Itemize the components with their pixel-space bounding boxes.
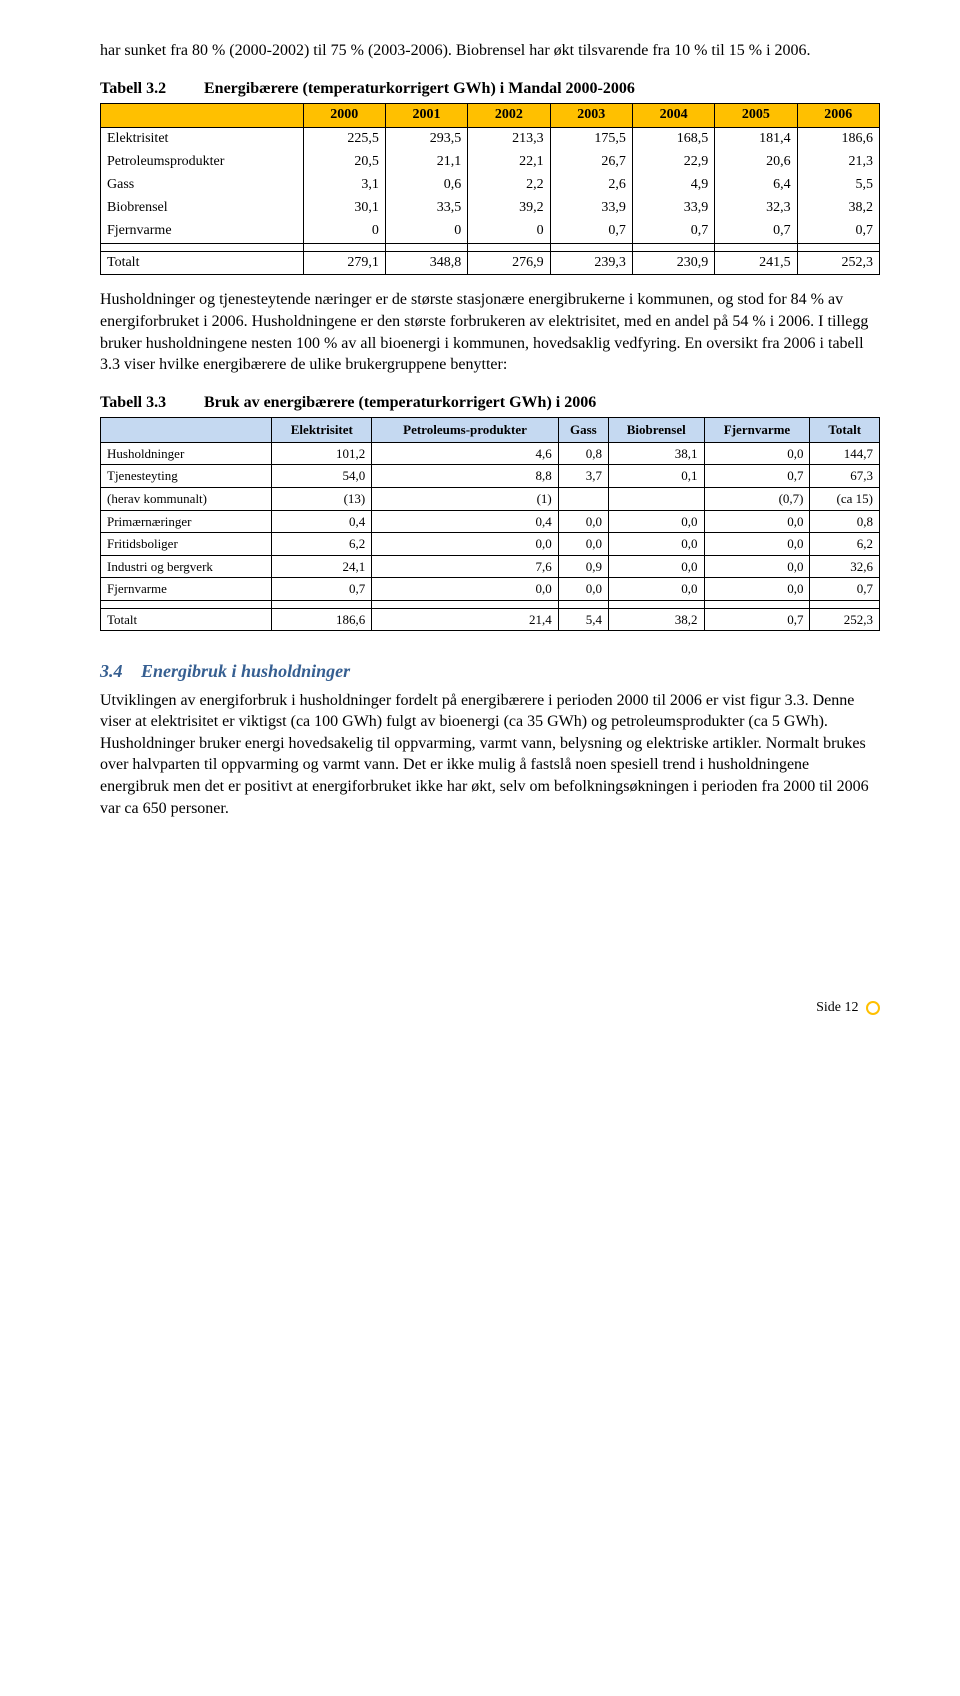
table-row: Fritidsboliger 6,2 0,0 0,0 0,0 0,0 6,2	[101, 533, 880, 556]
row-label: Fjernvarme	[101, 578, 272, 601]
table-3-3: Elektrisitet Petroleums-produkter Gass B…	[100, 417, 880, 631]
col-year: 2002	[468, 104, 550, 128]
col-head: Gass	[558, 418, 608, 443]
table-row: Husholdninger 101,2 4,6 0,8 38,1 0,0 144…	[101, 442, 880, 465]
table-row: Fjernvarme 0,7 0,0 0,0 0,0 0,0 0,7	[101, 578, 880, 601]
row-label: Primærnæringer	[101, 510, 272, 533]
paragraph-2: Husholdninger og tjenesteytende næringer…	[100, 289, 880, 375]
row-label: Fjernvarme	[101, 220, 304, 243]
col-year: 2005	[715, 104, 797, 128]
page-footer: Side 12	[100, 999, 880, 1018]
table-header-row: 2000 2001 2002 2003 2004 2005 2006	[101, 104, 880, 128]
table-row: Fjernvarme 0 0 0 0,7 0,7 0,7 0,7	[101, 220, 880, 243]
col-head: Elektrisitet	[272, 418, 372, 443]
col-year: 2001	[385, 104, 467, 128]
table-3-2-caption: Tabell 3.2 Energibærere (temperaturkorri…	[100, 78, 880, 100]
ring-icon	[866, 1001, 880, 1015]
col-head: Biobrensel	[608, 418, 704, 443]
row-label: Fritidsboliger	[101, 533, 272, 556]
row-label: Industri og bergverk	[101, 555, 272, 578]
col-head: Fjernvarme	[704, 418, 810, 443]
table-3-2: 2000 2001 2002 2003 2004 2005 2006 Elekt…	[100, 103, 880, 275]
table-row: Tjenesteyting 54,0 8,8 3,7 0,1 0,7 67,3	[101, 465, 880, 488]
table-row: Petroleumsprodukter 20,5 21,1 22,1 26,7 …	[101, 151, 880, 174]
table-total-row: Totalt 279,1 348,8 276,9 239,3 230,9 241…	[101, 251, 880, 275]
caption-text: Bruk av energibærere (temperaturkorriger…	[204, 394, 596, 411]
row-label: Tjenesteyting	[101, 465, 272, 488]
caption-text: Energibærere (temperaturkorrigert GWh) i…	[204, 80, 635, 97]
paragraph-3: Utviklingen av energiforbruk i husholdni…	[100, 690, 880, 820]
col-year: 2006	[797, 104, 879, 128]
col-year: 2004	[632, 104, 714, 128]
section-number: 3.4	[100, 659, 123, 683]
col-head: Totalt	[810, 418, 880, 443]
caption-label: Tabell 3.2	[100, 78, 200, 100]
table-total-row: Totalt 186,6 21,4 5,4 38,2 0,7 252,3	[101, 608, 880, 631]
table-row: Gass 3,1 0,6 2,2 2,6 4,9 6,4 5,5	[101, 174, 880, 197]
page-number: Side 12	[816, 1000, 858, 1015]
col-head: Petroleums-produkter	[372, 418, 559, 443]
total-label: Totalt	[101, 608, 272, 631]
col-year: 2000	[303, 104, 385, 128]
intro-paragraph: har sunket fra 80 % (2000-2002) til 75 %…	[100, 40, 880, 62]
table-3-3-caption: Tabell 3.3 Bruk av energibærere (tempera…	[100, 392, 880, 414]
table-row: Industri og bergverk 24,1 7,6 0,9 0,0 0,…	[101, 555, 880, 578]
row-label: Husholdninger	[101, 442, 272, 465]
section-heading: 3.4 Energibruk i husholdninger	[100, 659, 880, 683]
row-label: Biobrensel	[101, 197, 304, 220]
table-spacer	[101, 600, 880, 608]
table-row: (herav kommunalt) (13) (1) (0,7) (ca 15)	[101, 488, 880, 511]
table-spacer	[101, 243, 880, 251]
table-row: Primærnæringer 0,4 0,4 0,0 0,0 0,0 0,8	[101, 510, 880, 533]
section-title: Energibruk i husholdninger	[141, 661, 350, 681]
table-row: Elektrisitet 225,5 293,5 213,3 175,5 168…	[101, 128, 880, 151]
total-label: Totalt	[101, 251, 304, 275]
caption-label: Tabell 3.3	[100, 392, 200, 414]
row-label: (herav kommunalt)	[101, 488, 272, 511]
row-label: Petroleumsprodukter	[101, 151, 304, 174]
table-header-row: Elektrisitet Petroleums-produkter Gass B…	[101, 418, 880, 443]
col-year: 2003	[550, 104, 632, 128]
row-label: Elektrisitet	[101, 128, 304, 151]
row-label: Gass	[101, 174, 304, 197]
table-row: Biobrensel 30,1 33,5 39,2 33,9 33,9 32,3…	[101, 197, 880, 220]
